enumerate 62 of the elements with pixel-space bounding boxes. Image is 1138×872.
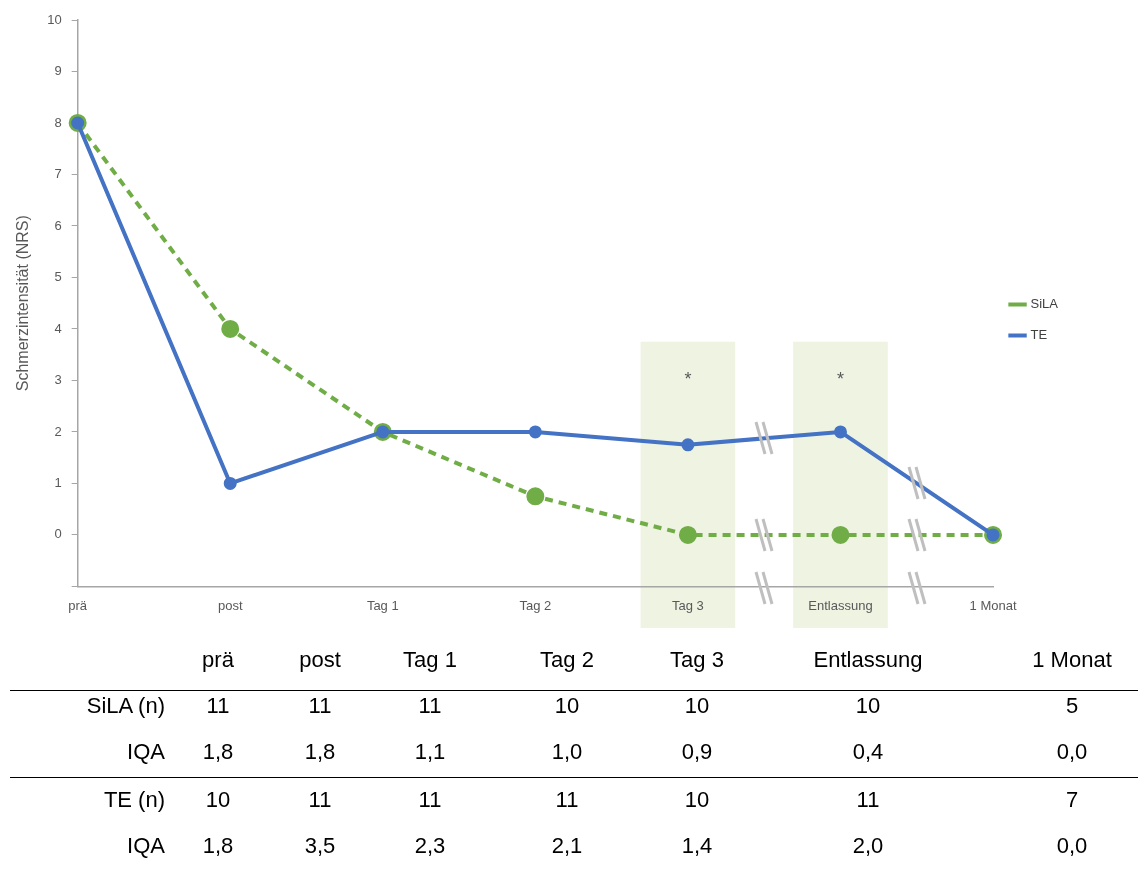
text: 1,8: [202, 833, 234, 859]
category-label: prä: [202, 647, 234, 672]
y-tick-label: 10: [47, 11, 62, 27]
y-tick-label: 6: [54, 217, 62, 233]
y-tick-label: 4: [54, 320, 62, 336]
x-tick-label: 1 Monat: [969, 597, 1017, 613]
text: 11: [555, 787, 579, 813]
text: 2,1: [551, 833, 583, 859]
x-tick-label: Tag 3: [672, 597, 704, 613]
text: 10: [855, 693, 881, 719]
x-tick-label: Tag 2: [519, 597, 552, 613]
y-tick-label: 2: [54, 423, 62, 439]
x-tick-label: post: [217, 597, 243, 613]
category-label: post: [299, 647, 341, 672]
text: 0,9: [681, 739, 713, 765]
text: 11: [308, 693, 332, 719]
text: 0,4: [852, 739, 884, 765]
y-tick-label: 5: [54, 269, 62, 285]
category-label: 1 Monat: [1032, 647, 1112, 672]
x-tick-label: Entlassung: [808, 597, 873, 613]
text: 11: [308, 787, 332, 813]
y-axis-title: Schmerzintensität (NRS): [14, 215, 32, 392]
y-tick-label: 3: [54, 372, 62, 388]
text: 1,0: [551, 739, 583, 765]
category-label: Tag 1: [403, 647, 457, 672]
text: SiLA (n): [86, 693, 165, 719]
text: IQA: [127, 739, 165, 765]
text: TE (n): [103, 787, 165, 813]
text: 11: [206, 693, 230, 719]
category-label: Tag 2: [540, 647, 594, 672]
text: 10: [684, 787, 710, 813]
band-label: *: [836, 369, 844, 390]
x-tick-label: prä: [68, 597, 88, 613]
y-tick-label: 9: [54, 63, 62, 79]
text: IQA: [127, 833, 165, 859]
text: 3,5: [304, 833, 336, 859]
band-label: *: [684, 369, 692, 390]
text: 1,8: [202, 739, 234, 765]
text: 10: [205, 787, 231, 813]
text: 1,1: [414, 739, 446, 765]
y-tick-label: 0: [54, 526, 62, 542]
legend-label: TE: [1030, 327, 1048, 343]
text: 2,0: [852, 833, 884, 859]
text: Tag 3: [670, 647, 724, 672]
y-tick-label: 8: [54, 114, 62, 130]
text: 11: [418, 787, 442, 813]
text: 10: [684, 693, 710, 719]
text: 0,0: [1056, 739, 1088, 765]
text: 7: [1065, 787, 1079, 813]
text: 5: [1065, 693, 1079, 719]
legend-label: SiLA: [1030, 296, 1059, 312]
text: 1,4: [681, 833, 713, 859]
x-tick-label: Tag 1: [366, 597, 399, 613]
text: 11: [418, 693, 442, 719]
text: 1,8: [304, 739, 336, 765]
text: Entlassung: [813, 647, 923, 672]
text: 2,3: [414, 833, 446, 859]
text: 0,0: [1056, 833, 1088, 859]
text: 10: [554, 693, 580, 719]
y-tick-label: 7: [54, 166, 62, 182]
text: 11: [856, 787, 880, 813]
y-tick-label: 1: [54, 475, 62, 490]
